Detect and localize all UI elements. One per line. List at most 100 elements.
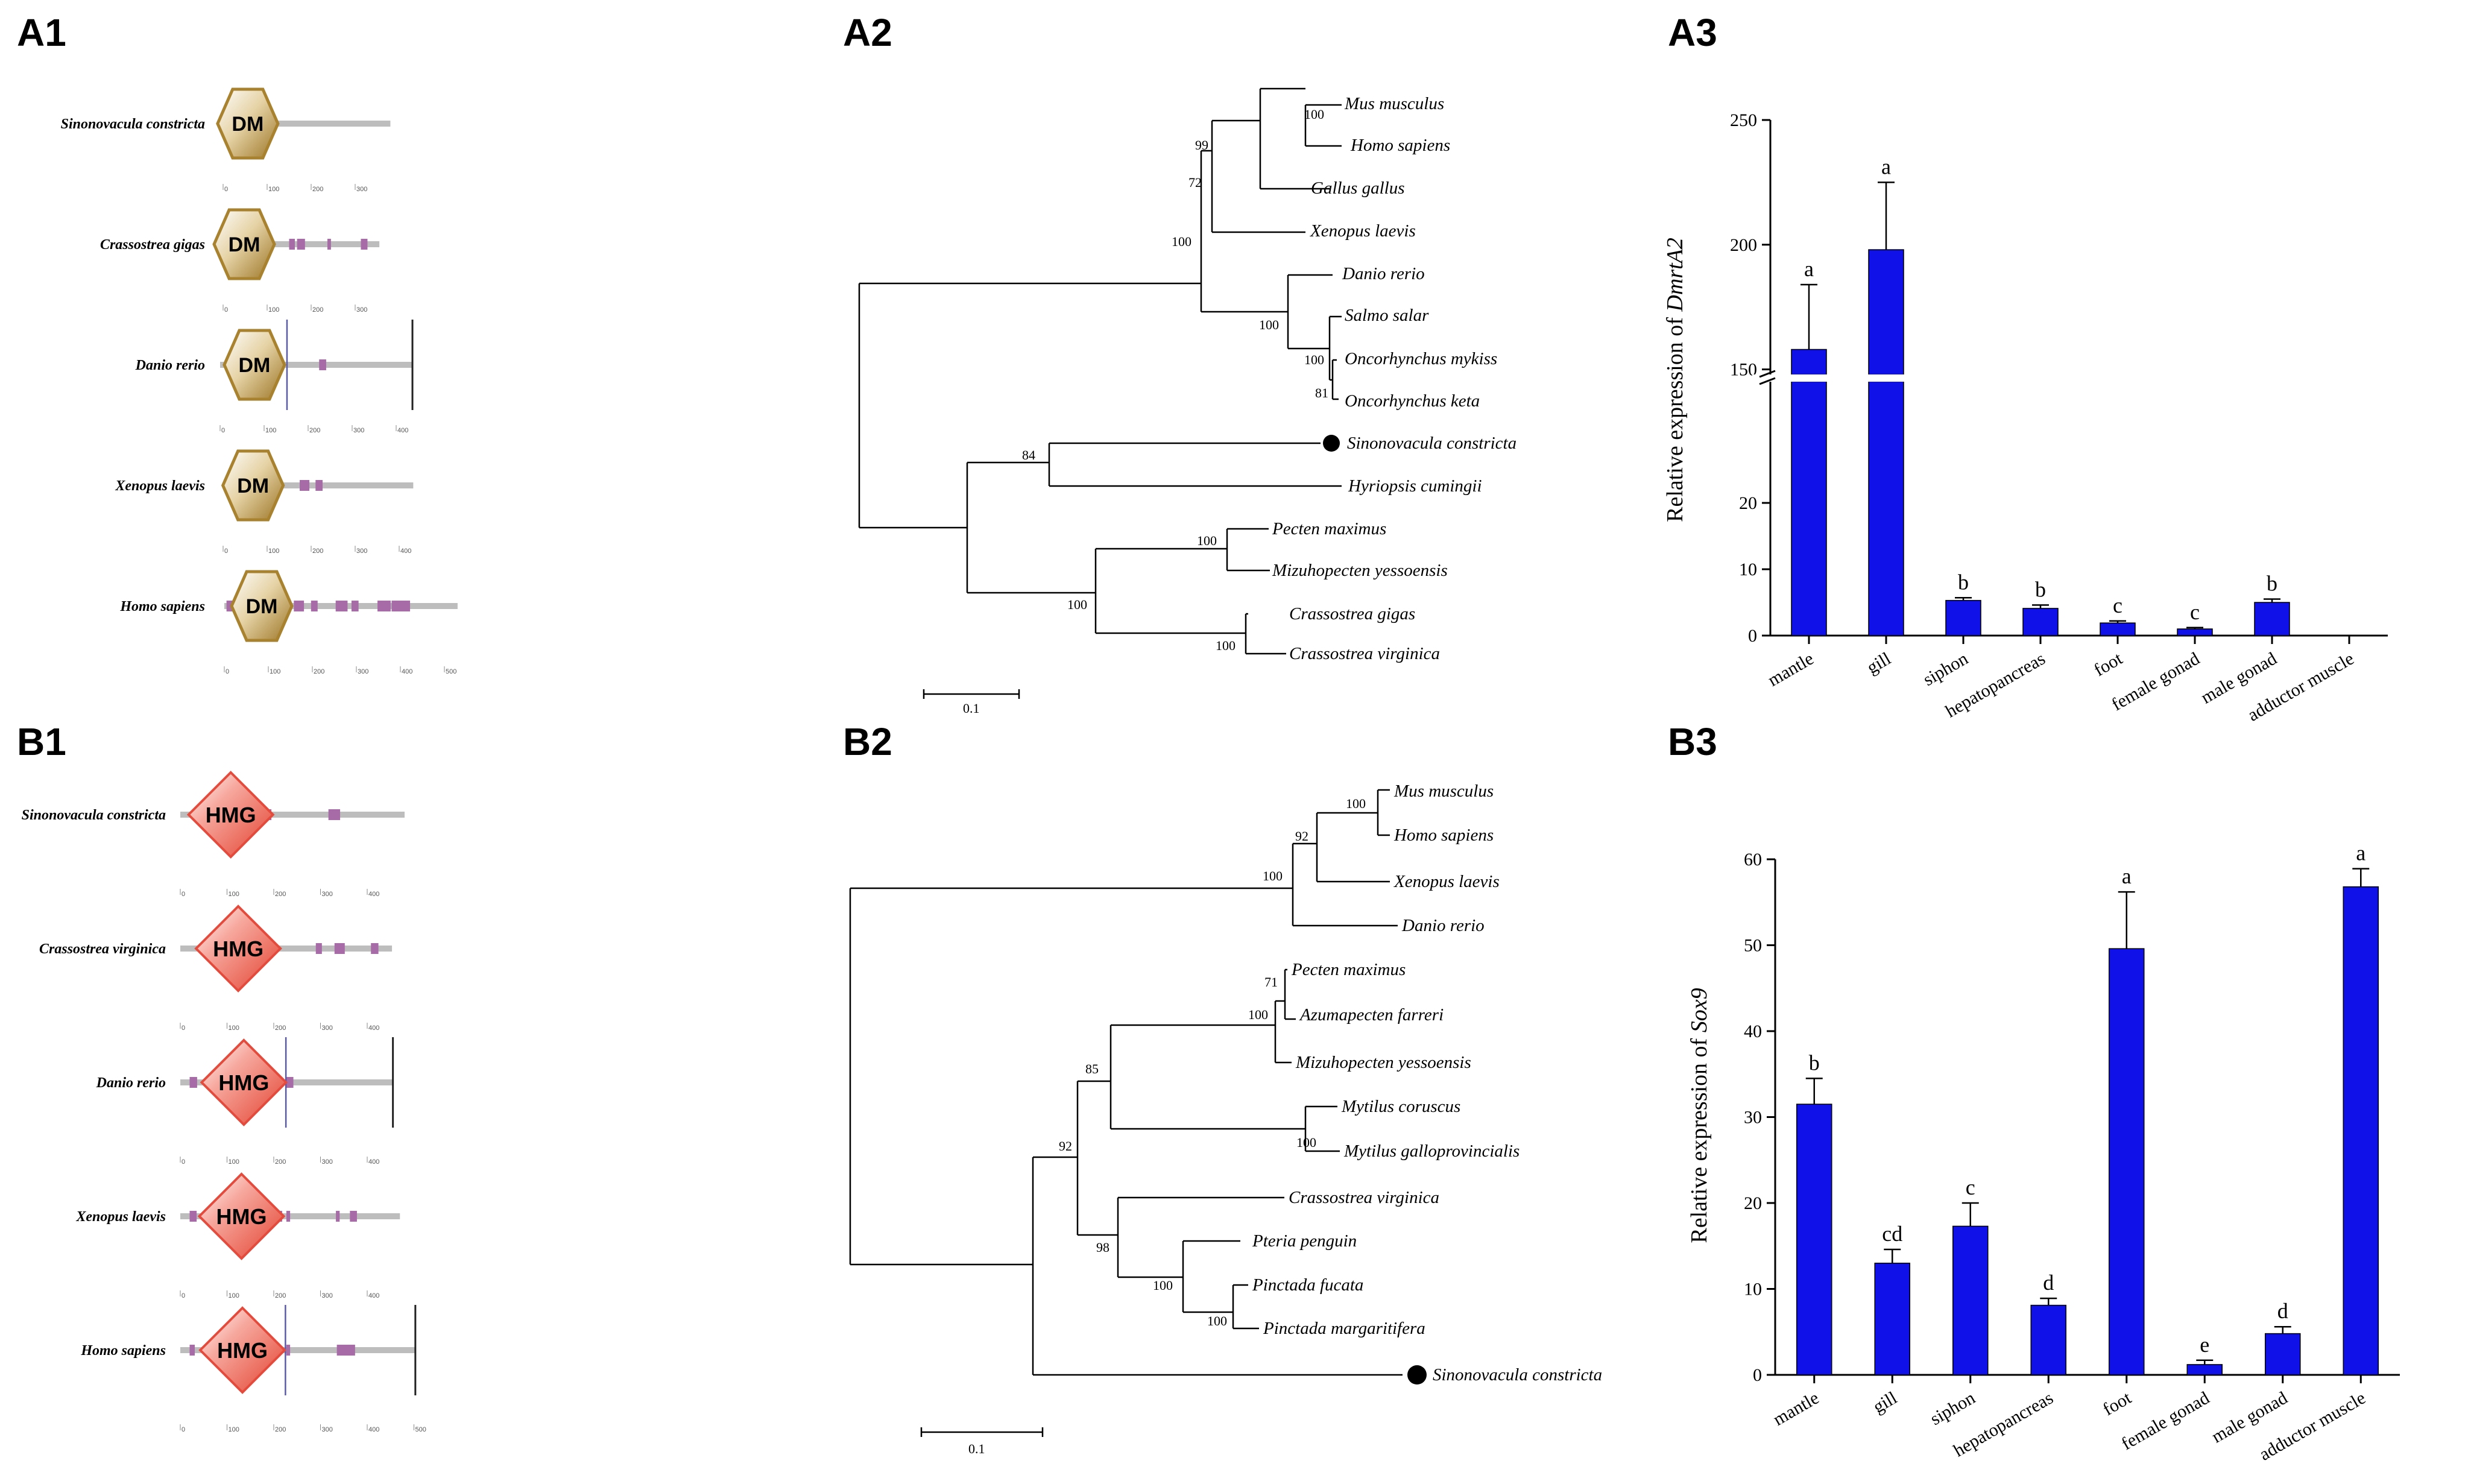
tree-edge — [1292, 842, 1398, 927]
tree-leaf: Sinonovacula constricta — [1433, 1365, 1602, 1385]
significance-letter: b — [1809, 1050, 1820, 1075]
motif-box — [336, 1345, 355, 1356]
tree-leaf: Gallus gallus — [1311, 178, 1405, 198]
axis-tick-label: 100 — [268, 186, 279, 193]
axis-tick-label: 200 — [275, 1025, 286, 1032]
motif-box — [189, 1077, 197, 1088]
bar — [1791, 349, 1827, 636]
axis-tick-label: 400 — [368, 1426, 379, 1433]
scale-bar — [923, 689, 1020, 699]
y-tick-label: 60 — [1744, 850, 1762, 870]
query-species-marker — [1323, 435, 1340, 452]
tree-leaf: Hyriopsis cumingii — [1348, 476, 1482, 496]
axis-tick-label: 0 — [181, 1292, 185, 1299]
bar — [1945, 599, 1981, 636]
bootstrap-value: 71 — [1264, 974, 1278, 990]
tree-edge — [1304, 1105, 1340, 1152]
axis-break-mark — [1759, 370, 1776, 378]
axis-tick-label: 0 — [224, 306, 228, 314]
bootstrap-value: 99 — [1195, 137, 1208, 153]
bootstrap-value: 100 — [1153, 1278, 1173, 1293]
tree-leaf: Sinonovacula constricta — [1347, 434, 1516, 453]
axis-tick-label: 300 — [356, 186, 367, 193]
axis-tick-label: 100 — [268, 306, 279, 314]
bootstrap-value: 98 — [1096, 1240, 1109, 1255]
tree-leaf: Danio rerio — [1401, 916, 1485, 935]
bar-chart-a3: 01020150200250amantleagillbsiphonbhepato… — [1662, 110, 2388, 725]
tree-edge — [1304, 104, 1342, 147]
tree-leaf: Danio rerio — [1342, 264, 1425, 283]
panel-label-a3: A3 — [1668, 11, 1717, 54]
hmg-domain-shape — [194, 905, 282, 993]
axis-break-mark — [1759, 377, 1776, 385]
motif-box — [335, 601, 348, 611]
y-tick-label: 10 — [1744, 1280, 1762, 1299]
axis-tick-label: 400 — [397, 427, 408, 434]
motif-box — [286, 1211, 291, 1222]
significance-letter: b — [2035, 577, 2046, 601]
tree-leaf: Pinctada margaritifera — [1263, 1319, 1425, 1338]
phylogenetic-tree-b2: 0.1 100 92 100 71 100 85 100 92 98 100 1… — [849, 781, 1602, 1456]
axis-tick-label: 300 — [322, 1426, 333, 1433]
tree-edge — [1232, 1284, 1259, 1330]
query-species-marker — [1407, 1365, 1427, 1385]
hmg-domain-label: HMG — [206, 803, 256, 827]
panel-label-b3: B3 — [1668, 720, 1717, 763]
protein-backbone — [220, 362, 413, 368]
axis-tick-label: 100 — [229, 891, 239, 898]
category-label: gill — [1870, 1388, 1901, 1417]
hmg-domain-shape — [200, 1038, 288, 1126]
tree-leaf: Mizuhopecten yessoensis — [1295, 1053, 1471, 1072]
tree-edge — [858, 282, 1201, 529]
motif-box — [315, 480, 323, 491]
significance-letter: c — [2190, 600, 2200, 624]
phylogenetic-tree-a2: 0.1 100 99 72 100 100 100 81 84 100 100 … — [858, 87, 1516, 716]
motif-box — [391, 601, 411, 611]
axis-tick-label: 200 — [314, 668, 324, 675]
category-label: foot — [2100, 1388, 2135, 1419]
hmg-domain-label: HMG — [217, 1338, 268, 1363]
tree-leaf: Mytilus coruscus — [1341, 1097, 1460, 1116]
motif-box — [286, 1077, 294, 1088]
axis-tick-label: 0 — [181, 891, 185, 898]
bootstrap-value: 100 — [1197, 533, 1217, 548]
axis-tick-label: 400 — [368, 1025, 379, 1032]
tree-leaf: Crassostrea gigas — [1289, 604, 1415, 624]
tree-leaf: Oncorhynchus keta — [1345, 391, 1480, 411]
protein-species-label: Homo sapiens — [119, 599, 205, 614]
tree-leaf: Salmo salar — [1345, 306, 1429, 325]
axis-tick-label: 400 — [402, 668, 412, 675]
axis-tick-label: 200 — [312, 186, 323, 193]
bootstrap-value: 100 — [1067, 597, 1087, 612]
axis-tick-label: 300 — [356, 306, 367, 314]
protein-species-label: Sinonovacula constricta — [61, 116, 205, 132]
y-tick-label: 40 — [1744, 1021, 1762, 1041]
motif-box — [289, 239, 295, 250]
axis-tick-label: 500 — [415, 1426, 426, 1433]
axis-tick-label: 100 — [268, 548, 279, 555]
motif-box — [286, 1345, 291, 1356]
bootstrap-value: 85 — [1085, 1061, 1099, 1076]
tree-leaf: Azumapecten farreri — [1299, 1005, 1444, 1025]
bar — [2177, 628, 2213, 636]
axis-tick-label: 0 — [224, 186, 228, 193]
tree-leaf: Mizuhopecten yessoensis — [1272, 561, 1448, 580]
tree-leaf: Crassostrea virginica — [1289, 644, 1440, 663]
significance-letter: d — [2043, 1271, 2054, 1295]
tree-edge — [1048, 442, 1342, 487]
axis-tick-label: 0 — [181, 1426, 185, 1433]
motif-box — [319, 359, 326, 370]
bar — [2030, 1304, 2066, 1375]
y-tick-label: 0 — [1753, 1365, 1762, 1385]
motif-box — [315, 943, 322, 954]
axis-tick-label: 100 — [270, 668, 280, 675]
bar — [2265, 1333, 2301, 1375]
motif-box — [328, 809, 341, 820]
axis-tick-label: 200 — [312, 306, 323, 314]
axis-tick-label: 0 — [181, 1025, 185, 1032]
scale-bar — [920, 1427, 1044, 1437]
significance-letter: d — [2277, 1299, 2288, 1323]
tree-edge — [1211, 119, 1305, 233]
motif-box — [189, 1211, 197, 1222]
